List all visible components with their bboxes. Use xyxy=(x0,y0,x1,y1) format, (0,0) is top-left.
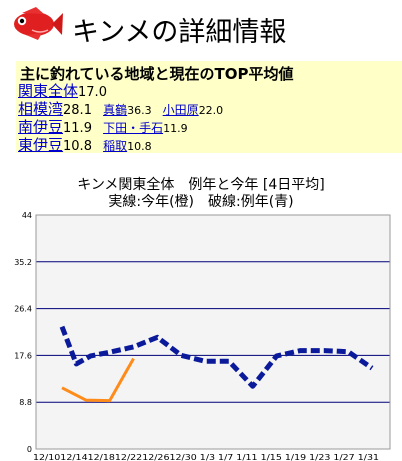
plot-border xyxy=(35,214,391,450)
y-tick-label: 0 xyxy=(27,445,32,454)
chart-subtitle: 実線:今年(橙) 破線:例年(青) xyxy=(108,194,294,210)
region-link-sagami[interactable]: 相模湾 xyxy=(18,100,64,118)
x-tick-labels: 12/1012/1412/1812/2212/2612/30 1/3 1/7 1… xyxy=(33,453,379,461)
region-link-kanto[interactable]: 関東全体 xyxy=(18,82,79,100)
region-value: 28.1 xyxy=(63,103,92,118)
subregion-value: 11.9 xyxy=(163,122,188,135)
page-title: キンメの詳細情報 xyxy=(72,17,287,48)
subregion-link-manazuru[interactable]: 真鶴 xyxy=(103,103,128,117)
region-row: 南伊豆11.9 下田・手石11.9 xyxy=(18,117,188,139)
y-tick-label: 44 xyxy=(22,211,32,220)
page-header: キンメの詳細情報 xyxy=(0,0,402,60)
y-tick-label: 17.6 xyxy=(14,351,32,360)
chart-title: キンメ関東全体 例年と今年 [4日平均] xyxy=(77,177,325,193)
subregion-link-shimoda[interactable]: 下田・手石 xyxy=(103,121,164,135)
subregion-value: 10.8 xyxy=(127,140,152,153)
plot-area xyxy=(36,215,390,449)
red-fish-icon xyxy=(14,7,63,40)
catch-chart: 0 8.8 17.6 26.4 35.2 44 12/1012/1412/1812/221… xyxy=(14,211,391,461)
region-value: 11.9 xyxy=(63,121,92,136)
subregion-link-odawara[interactable]: 小田原 xyxy=(162,103,199,117)
region-link-minami-izu[interactable]: 南伊豆 xyxy=(18,118,64,136)
region-row: 東伊豆10.8 稲取10.8 xyxy=(18,135,152,157)
region-row: 関東全体17.0 xyxy=(18,81,107,103)
region-value: 17.0 xyxy=(78,85,107,100)
y-tick-label: 35.2 xyxy=(14,258,32,267)
region-value: 10.8 xyxy=(63,139,92,154)
y-tick-label: 8.8 xyxy=(19,398,32,407)
series-line-this-year xyxy=(61,357,135,403)
subregion-value: 36.3 xyxy=(127,104,152,117)
summary-heading: 主に釣れている地域と現在のTOP平均値 xyxy=(20,65,294,83)
series-line-normal-year xyxy=(59,325,374,389)
subregion-value: 22.0 xyxy=(198,104,224,117)
region-link-higashi-izu[interactable]: 東伊豆 xyxy=(18,136,64,154)
region-row: 相模湾28.1 真鶴36.3 小田原22.0 xyxy=(18,99,223,121)
summary-box: 主に釣れている地域と現在のTOP平均値 関東全体17.0 相模湾28.1 真鶴3… xyxy=(16,61,402,154)
y-tick-label: 26.4 xyxy=(14,305,32,314)
subregion-link-inatori[interactable]: 稲取 xyxy=(103,139,128,153)
